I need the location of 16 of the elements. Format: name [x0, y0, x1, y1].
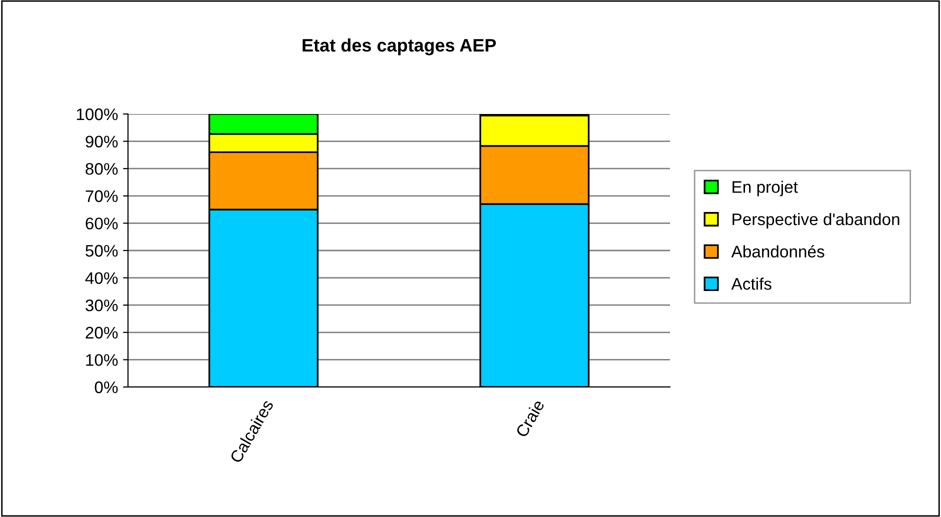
y-tick-label: 90% [86, 136, 118, 148]
y-tick-label: 70% [86, 190, 118, 202]
legend-label: Abandonnés [731, 245, 824, 258]
y-tick-label: 0% [94, 381, 118, 394]
y-tick-label: 100% [76, 108, 118, 120]
legend-label: Perspective d'abandon [732, 212, 900, 229]
chart-title: Etat des captages AEP [302, 38, 496, 56]
y-tick-label: 30% [86, 300, 118, 312]
y-tick-label: 10% [86, 354, 118, 366]
y-tick-label: 60% [86, 218, 118, 230]
y-tick-label: 80% [86, 163, 118, 175]
y-tick-label: 20% [86, 326, 118, 339]
legend-label: Actifs [731, 278, 772, 290]
y-tick-label: 50% [86, 244, 118, 257]
y-tick-label: 40% [85, 272, 118, 284]
legend-label: En projet [732, 180, 798, 196]
